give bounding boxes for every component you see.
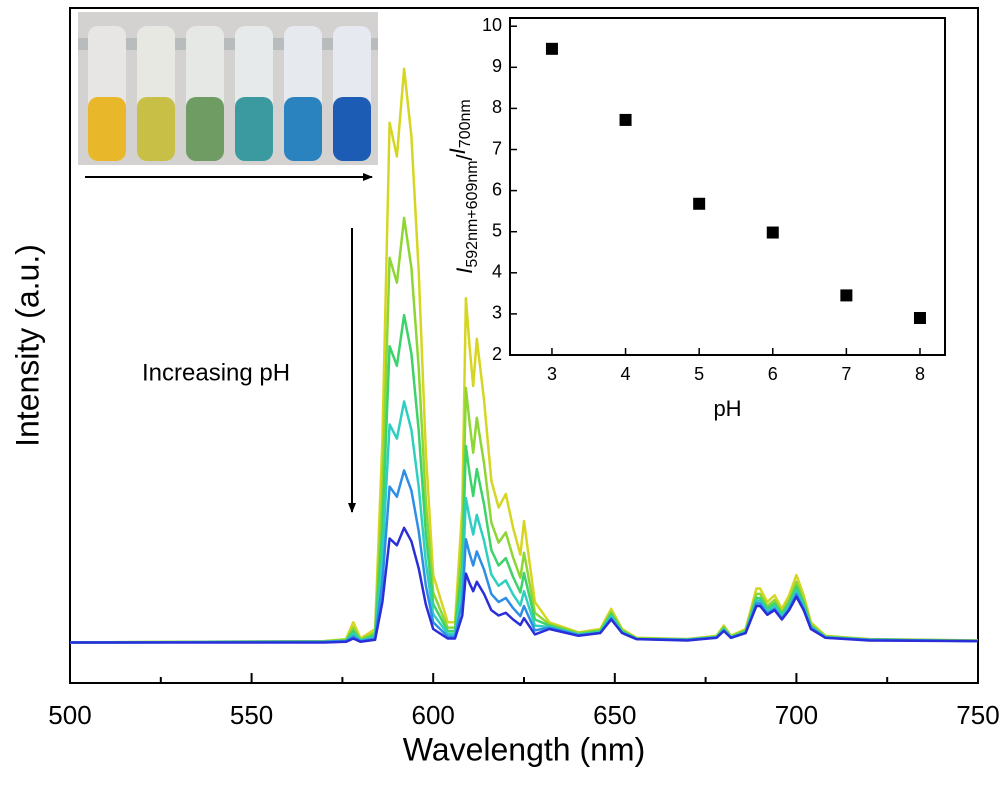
data-point xyxy=(766,226,779,239)
label-part: I xyxy=(452,268,477,274)
vials xyxy=(88,26,371,161)
annotation: Increasing pH xyxy=(142,359,290,386)
spectrum-line xyxy=(69,216,979,644)
inset-y-tick-label: 2 xyxy=(492,344,502,364)
x-tick-label: 650 xyxy=(593,700,636,730)
label-part: 592nm+609nm xyxy=(464,160,481,267)
inset-x-tick-label: 4 xyxy=(621,364,631,384)
label-part: / xyxy=(452,153,477,160)
inset-y-tick-label: 4 xyxy=(492,262,502,282)
vial-photo xyxy=(78,12,378,165)
x-tick-label: 550 xyxy=(230,700,273,730)
inset-x-tick-label: 6 xyxy=(768,364,778,384)
x-tick-label: 600 xyxy=(412,700,455,730)
inset-y-tick-label: 5 xyxy=(492,220,502,240)
inset-y-tick-label: 8 xyxy=(492,97,502,117)
y-axis-title: Intensity (a.u.) xyxy=(9,244,45,447)
inset-y-axis-title: I592nm+609nm/I700nm xyxy=(445,99,481,273)
label-part: 700nm xyxy=(457,99,474,148)
data-point xyxy=(619,113,632,126)
spectrum-line xyxy=(70,526,979,644)
spectrum-line xyxy=(69,313,979,644)
x-tick-label: 750 xyxy=(956,700,999,730)
inset-y-tick-label: 6 xyxy=(492,179,502,199)
inset-x-tick-label: 3 xyxy=(547,364,557,384)
data-point xyxy=(913,312,926,325)
x-tick-label: 500 xyxy=(48,700,91,730)
spectrum-line xyxy=(69,400,979,644)
x-tick-label: 700 xyxy=(775,700,818,730)
main-plot: 500 550 600 650 700 750 Wavelength (nm) Intensi… xyxy=(9,7,1000,767)
inset-x-tick-label: 7 xyxy=(841,364,851,384)
inset-y-tick-label: 9 xyxy=(492,56,502,76)
data-point xyxy=(840,289,853,302)
data-point xyxy=(545,42,558,55)
inset-x-tick-label: 5 xyxy=(694,364,704,384)
inset-y-tick-label: 10 xyxy=(482,15,502,35)
x-axis-title: Wavelength (nm) xyxy=(403,731,645,767)
inset-x-tick-label: 8 xyxy=(915,364,925,384)
inset-x-axis-title: pH xyxy=(713,396,741,421)
spectrum-line xyxy=(69,67,979,644)
inset-y-tick-label: 7 xyxy=(492,138,502,158)
data-point xyxy=(693,197,706,210)
label-part: I xyxy=(445,148,470,154)
inset-frame xyxy=(509,17,946,356)
inset-y-tick-label: 3 xyxy=(492,303,502,323)
